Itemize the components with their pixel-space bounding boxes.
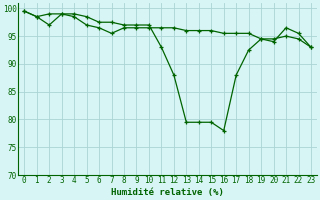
X-axis label: Humidité relative (%): Humidité relative (%) [111,188,224,197]
